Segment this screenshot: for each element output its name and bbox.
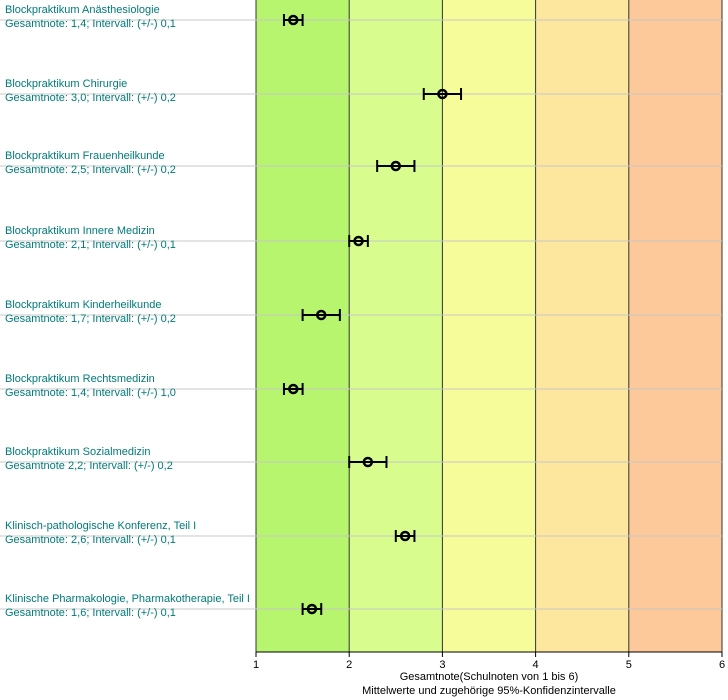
mean-point [315,309,327,321]
row-summary: Gesamtnote: 3,0; Intervall: (+/-) 0,2 [5,92,176,104]
row-1: Blockpraktikum Anästhesiologie Gesamtnote… [0,4,722,30]
zone-1 [256,0,350,652]
rows: Blockpraktikum Anästhesiologie Gesamtnote… [0,4,722,619]
row-summary: Gesamtnote: 2,1; Intervall: (+/-) 0,1 [5,239,176,251]
mean-point [362,456,374,468]
mean-point [306,603,318,615]
row-summary: Gesamtnote: 1,6; Intervall: (+/-) 0,1 [5,607,176,619]
row-summary: Gesamtnote: 2,5; Intervall: (+/-) 0,2 [5,164,176,176]
row-2: Blockpraktikum Chirurgie Gesamtnote: 3,0;… [0,78,722,104]
row-5: Blockpraktikum Kinderheilkunde Gesamtnote… [0,299,722,325]
row-6: Blockpraktikum Rechtsmedizin Gesamtnote: … [0,373,722,399]
row-name: Blockpraktikum Innere Medizin [5,225,155,237]
row-summary: Gesamtnote: 2,6; Intervall: (+/-) 0,1 [5,534,176,546]
x-axis-subtitle: Mittelwerte und zugehörige 95%-Konfidenz… [362,685,616,697]
row-name: Blockpraktikum Sozialmedizin [5,446,151,458]
row-name: Blockpraktikum Chirurgie [5,78,127,90]
row-name: Blockpraktikum Rechtsmedizin [5,373,155,385]
row-summary: Gesamtnote: 1,7; Intervall: (+/-) 0,2 [5,313,176,325]
row-summary: Gesamtnote: 1,4; Intervall: (+/-) 0,1 [5,18,176,30]
x-axis-title: Gesamtnote(Schulnoten von 1 bis 6) [400,671,579,683]
x-tick-label: 6 [719,659,725,671]
zone-3 [442,0,536,652]
row-8: Klinisch-pathologische Konferenz, Teil I… [0,520,722,546]
row-name: Blockpraktikum Anästhesiologie [5,4,160,16]
mean-point [437,88,448,100]
row-name: Klinische Pharmakologie, Pharmakotherapi… [5,593,250,605]
x-tick-label: 1 [253,659,259,671]
mean-point [399,530,411,542]
grade-zones [256,0,722,652]
row-9: Klinische Pharmakologie, Pharmakotherapi… [0,593,722,619]
x-tick-label: 4 [533,659,539,671]
row-name: Blockpraktikum Kinderheilkunde [5,299,162,311]
zone-5 [628,0,722,652]
mean-point [390,160,402,172]
zone-4 [535,0,629,652]
row-7: Blockpraktikum Sozialmedizin Gesamtnote 2… [0,446,722,472]
row-summary: Gesamtnote 2,2; Intervall: (+/-) 0,2 [5,460,173,472]
zone-2 [349,0,443,652]
mean-point [288,14,299,26]
row-4: Blockpraktikum Innere Medizin Gesamtnote:… [0,225,722,251]
x-tick-label: 3 [439,659,445,671]
mean-point [353,235,364,247]
x-axis: 1 2 3 4 5 6 [253,651,725,671]
gridlines [255,0,723,652]
row-summary: Gesamtnote: 1,4; Intervall: (+/-) 1,0 [5,387,176,399]
mean-point [288,383,299,395]
row-name: Klinisch-pathologische Konferenz, Teil I [5,520,196,532]
x-tick-label: 5 [626,659,632,671]
row-3: Blockpraktikum Frauenheilkunde Gesamtnote… [0,150,722,176]
row-name: Blockpraktikum Frauenheilkunde [5,150,165,162]
x-tick-label: 2 [346,659,352,671]
